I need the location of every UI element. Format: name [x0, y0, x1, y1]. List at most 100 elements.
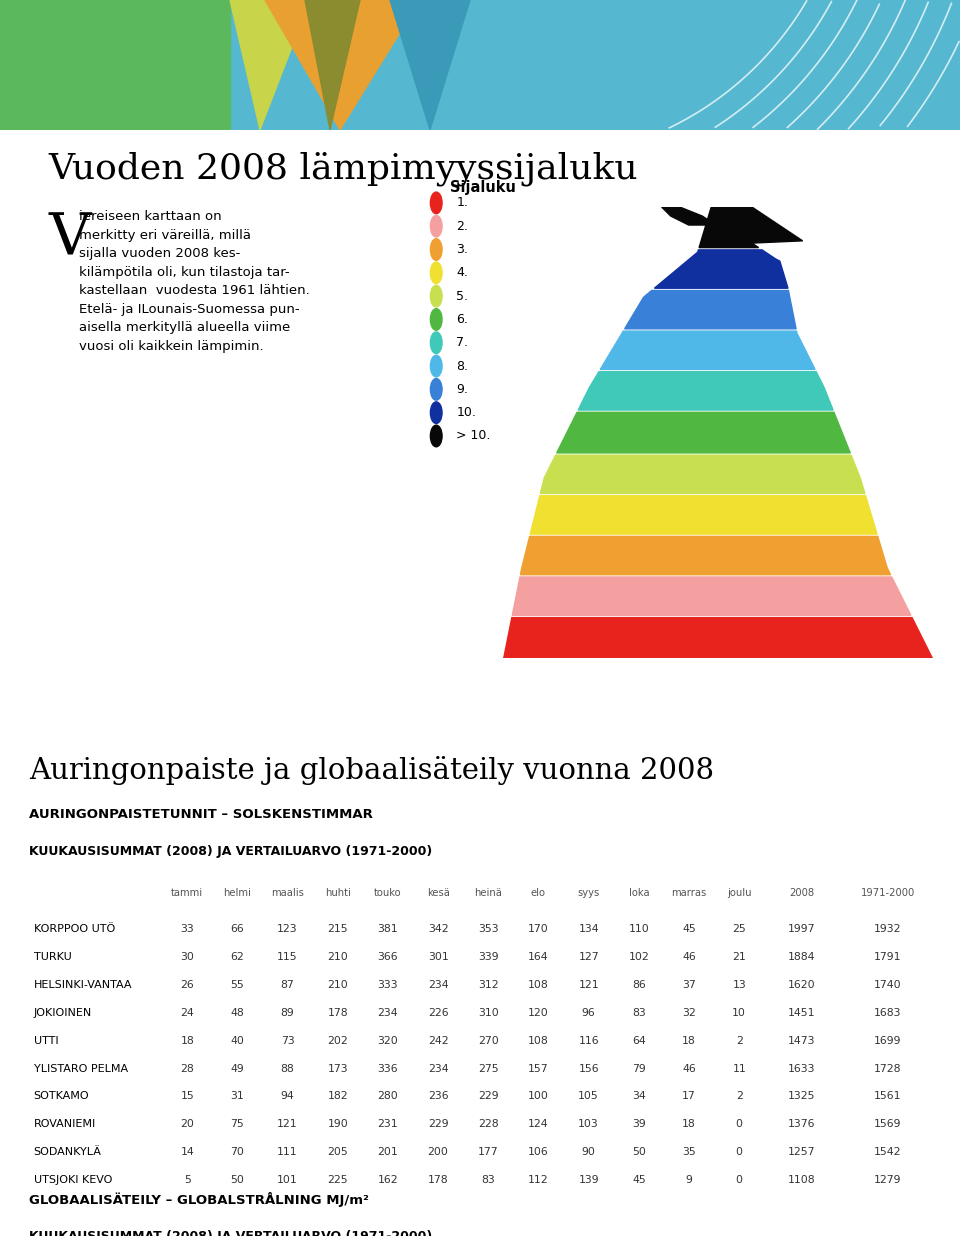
Text: 105: 105: [578, 1091, 599, 1101]
Text: 121: 121: [277, 1119, 298, 1130]
Text: 6.: 6.: [456, 313, 468, 326]
Text: 32: 32: [683, 1007, 696, 1018]
Text: 231: 231: [377, 1119, 398, 1130]
Text: 13: 13: [732, 980, 746, 990]
Polygon shape: [540, 455, 865, 493]
Text: 102: 102: [629, 952, 649, 963]
Circle shape: [430, 402, 442, 424]
Circle shape: [430, 309, 442, 330]
Text: 28: 28: [180, 1063, 194, 1074]
Text: UTSJOKI KEVO: UTSJOKI KEVO: [34, 1174, 112, 1185]
Text: 157: 157: [528, 1063, 549, 1074]
Text: 101: 101: [277, 1174, 298, 1185]
Text: 73: 73: [280, 1036, 295, 1046]
Text: 301: 301: [428, 952, 448, 963]
Text: 336: 336: [377, 1063, 398, 1074]
Text: 45: 45: [632, 1174, 646, 1185]
Text: 24: 24: [180, 1007, 194, 1018]
Text: 201: 201: [377, 1147, 398, 1157]
Text: kesä: kesä: [426, 889, 449, 899]
Circle shape: [430, 262, 442, 283]
Text: 83: 83: [632, 1007, 646, 1018]
Text: 236: 236: [428, 1091, 448, 1101]
Text: helmi: helmi: [224, 889, 252, 899]
Text: 173: 173: [327, 1063, 348, 1074]
Text: 25: 25: [732, 925, 746, 934]
Text: 1971-2000: 1971-2000: [861, 889, 915, 899]
Text: 1108: 1108: [788, 1174, 815, 1185]
Text: > 10.: > 10.: [456, 429, 491, 442]
Text: 64: 64: [632, 1036, 646, 1046]
Text: 87: 87: [280, 980, 295, 990]
Text: 50: 50: [230, 1174, 244, 1185]
Text: maalis: maalis: [271, 889, 304, 899]
Text: loka: loka: [629, 889, 649, 899]
Text: 9: 9: [685, 1174, 692, 1185]
Text: 270: 270: [478, 1036, 498, 1046]
Circle shape: [430, 425, 442, 446]
Text: 210: 210: [327, 980, 348, 990]
Text: 4.: 4.: [456, 266, 468, 279]
Text: HELSINKI-VANTAA: HELSINKI-VANTAA: [34, 980, 132, 990]
Text: AURINGONPAISTETUNNIT – SOLSKENSTIMMAR: AURINGONPAISTETUNNIT – SOLSKENSTIMMAR: [29, 808, 372, 821]
Text: 2: 2: [735, 1091, 743, 1101]
Text: 177: 177: [478, 1147, 498, 1157]
Text: Auringonpaiste ja globaalisäteily vuonna 2008: Auringonpaiste ja globaalisäteily vuonna…: [29, 755, 714, 785]
Text: 342: 342: [428, 925, 448, 934]
Text: 46: 46: [683, 1063, 696, 1074]
Text: 1473: 1473: [788, 1036, 815, 1046]
Text: 48: 48: [230, 1007, 244, 1018]
Text: 0: 0: [735, 1147, 743, 1157]
Text: 18: 18: [683, 1036, 696, 1046]
Text: 111: 111: [277, 1147, 298, 1157]
Text: 112: 112: [528, 1174, 549, 1185]
Text: 39: 39: [632, 1119, 646, 1130]
Text: 320: 320: [377, 1036, 398, 1046]
Text: 20: 20: [180, 1119, 194, 1130]
Polygon shape: [557, 413, 851, 452]
Polygon shape: [390, 0, 470, 130]
Text: 228: 228: [478, 1119, 498, 1130]
Text: 190: 190: [327, 1119, 348, 1130]
Text: 83: 83: [481, 1174, 495, 1185]
Text: 9.: 9.: [456, 383, 468, 396]
Text: 1997: 1997: [788, 925, 815, 934]
Text: 0: 0: [735, 1174, 743, 1185]
Text: 1569: 1569: [875, 1119, 901, 1130]
Polygon shape: [230, 0, 310, 130]
Text: 162: 162: [377, 1174, 398, 1185]
Text: 1620: 1620: [788, 980, 815, 990]
Text: 120: 120: [528, 1007, 549, 1018]
Text: 94: 94: [280, 1091, 295, 1101]
Text: 108: 108: [528, 980, 549, 990]
Polygon shape: [530, 496, 877, 534]
Text: UTTI: UTTI: [34, 1036, 59, 1046]
Text: 79: 79: [632, 1063, 646, 1074]
Text: 49: 49: [230, 1063, 244, 1074]
Text: 10: 10: [732, 1007, 746, 1018]
Circle shape: [430, 355, 442, 377]
Polygon shape: [655, 250, 788, 288]
Text: 90: 90: [582, 1147, 595, 1157]
Text: 7.: 7.: [456, 336, 468, 350]
Text: 275: 275: [478, 1063, 498, 1074]
Polygon shape: [265, 0, 420, 130]
Text: 381: 381: [377, 925, 398, 934]
Text: 127: 127: [578, 952, 599, 963]
Text: 46: 46: [683, 952, 696, 963]
Text: 234: 234: [377, 1007, 398, 1018]
Text: 2008: 2008: [789, 889, 814, 899]
Text: 1279: 1279: [875, 1174, 901, 1185]
Polygon shape: [625, 290, 796, 329]
Text: 1728: 1728: [875, 1063, 901, 1074]
Text: 353: 353: [478, 925, 498, 934]
Text: 110: 110: [629, 925, 649, 934]
Text: 86: 86: [632, 980, 646, 990]
Text: 134: 134: [578, 925, 599, 934]
Text: Sijaluku: Sijaluku: [450, 180, 516, 195]
Text: 5: 5: [183, 1174, 191, 1185]
Text: 234: 234: [428, 980, 448, 990]
Circle shape: [430, 286, 442, 307]
Text: syys: syys: [578, 889, 600, 899]
Text: 333: 333: [377, 980, 398, 990]
